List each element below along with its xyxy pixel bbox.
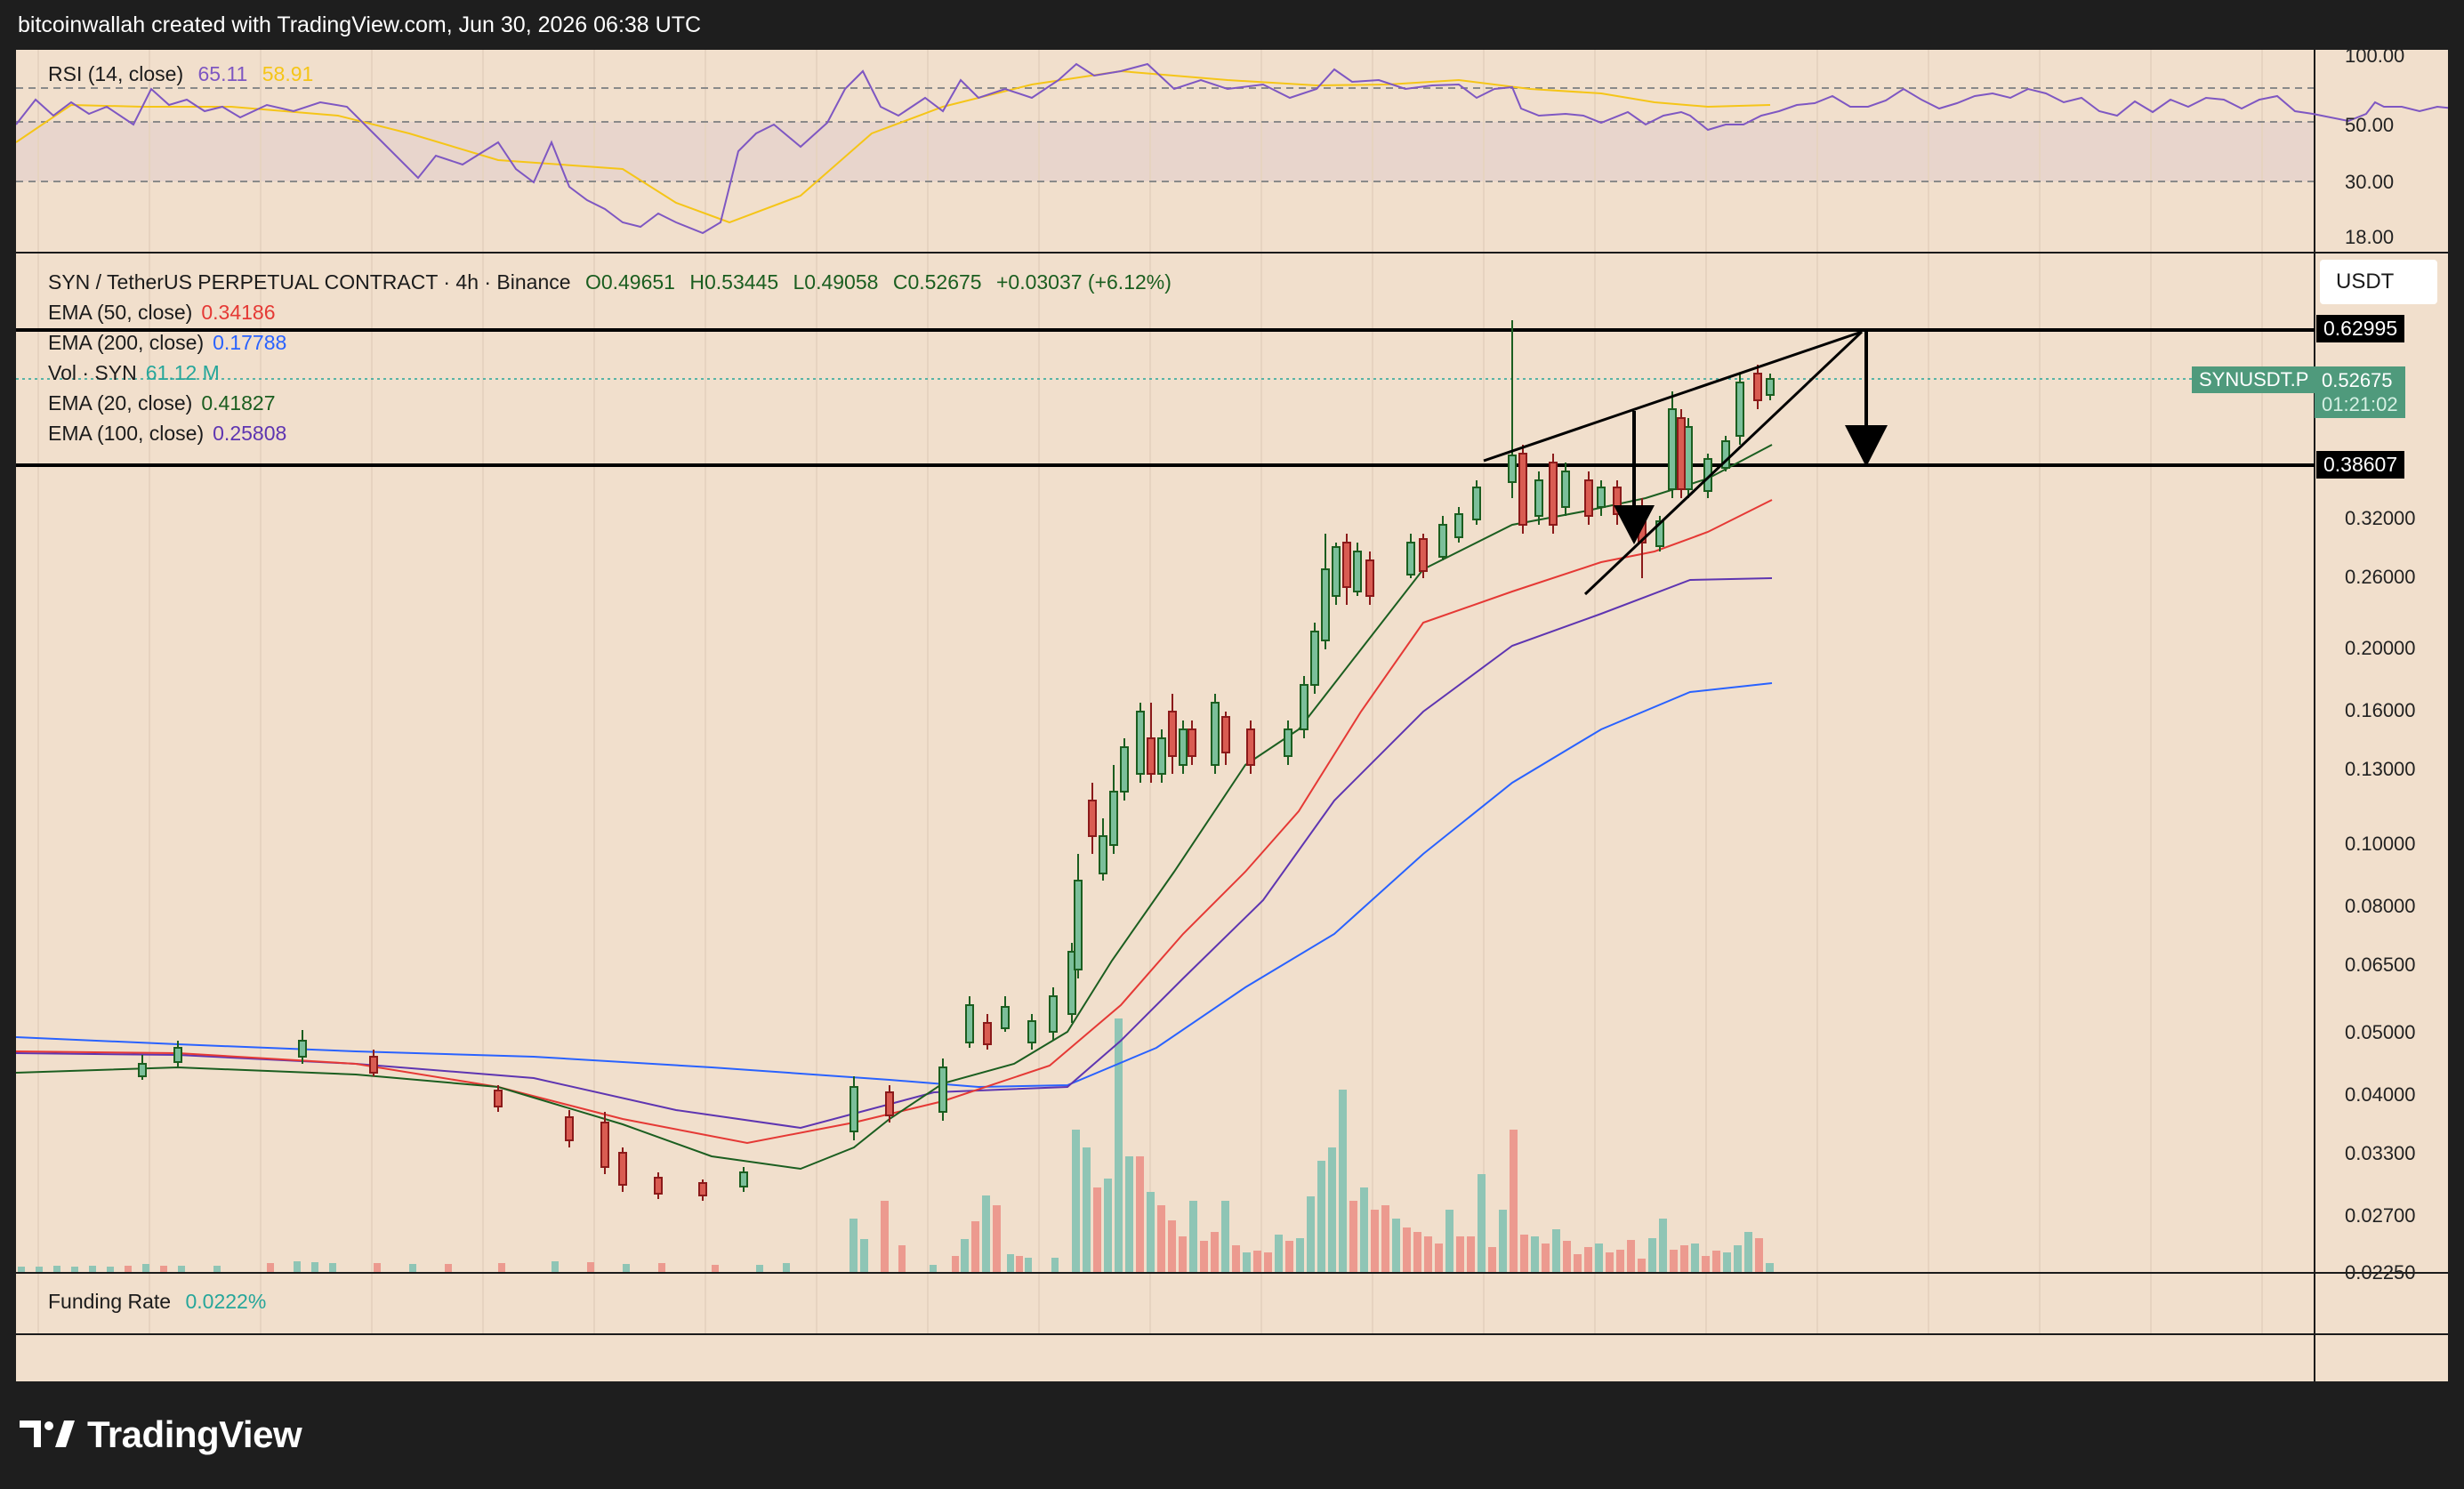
indicator-row[interactable]: EMA (20, close) 0.41827 xyxy=(48,391,284,415)
rsi-axis-label: 50.00 xyxy=(2345,114,2395,136)
indicator-row[interactable]: EMA (200, close) 0.17788 xyxy=(48,331,295,355)
tradingview-logo-icon xyxy=(20,1421,75,1447)
currency-button[interactable]: USDT xyxy=(2320,260,2437,304)
funding-value: 0.0222% xyxy=(185,1290,267,1313)
rsi-levels xyxy=(16,87,2315,182)
ohlc-change: +0.03037 (+6.12%) xyxy=(995,270,1172,294)
symbol-legend: SYN / TetherUS PERPETUAL CONTRACT · 4h ·… xyxy=(48,270,1180,294)
ema-200-line xyxy=(16,682,1773,1089)
price-axis-label: 0.20000 xyxy=(2345,637,2416,659)
pane-separators xyxy=(16,50,2448,1381)
price-axis-label: 0.05000 xyxy=(2345,1021,2416,1043)
ohlc-close: C0.52675 xyxy=(892,270,982,294)
indicator-label: Vol · SYN xyxy=(48,361,137,384)
symbol-price-tag: SYNUSDT.P xyxy=(2192,366,2316,393)
rsi-line xyxy=(16,62,2448,235)
ema-50-line xyxy=(16,499,1773,1145)
ohlc-low: L0.49058 xyxy=(793,270,879,294)
funding-label: Funding Rate xyxy=(48,1290,172,1313)
price-axis-label: 0.13000 xyxy=(2345,758,2416,780)
candles-down xyxy=(369,365,1762,1201)
top-bar: bitcoinwallah created with TradingView.c… xyxy=(0,0,2464,50)
currency-label: USDT xyxy=(2336,270,2395,294)
price-axis-label: 0.16000 xyxy=(2345,699,2416,721)
rising-wedge[interactable] xyxy=(1483,330,1864,596)
price-axis-label: 0.02700 xyxy=(2345,1204,2416,1227)
indicator-value: 0.25808 xyxy=(213,422,287,445)
rsi-band xyxy=(16,122,2315,181)
rsi-value: 65.11 xyxy=(197,62,248,85)
indicator-label: EMA (100, close) xyxy=(48,422,205,445)
rsi-ma-value: 58.91 xyxy=(262,62,314,85)
ohlc-open: O0.49651 xyxy=(584,270,675,294)
support-price-tag: 0.38607 xyxy=(2316,451,2405,479)
bottom-bar: TradingView xyxy=(0,1381,2464,1489)
projection-arrow-left[interactable] xyxy=(1614,411,1655,544)
indicator-label: EMA (20, close) xyxy=(48,391,193,415)
chart-canvas[interactable] xyxy=(16,50,2448,1381)
price-axis-label: 0.02250 xyxy=(2345,1261,2416,1284)
candle-countdown: 01:21:02 xyxy=(2322,393,2398,415)
rsi-axis-label: 100.00 xyxy=(2345,44,2405,67)
indicator-row[interactable]: EMA (50, close) 0.34186 xyxy=(48,301,284,325)
indicator-label: EMA (50, close) xyxy=(48,301,193,324)
price-axis-label: 0.06500 xyxy=(2345,954,2416,976)
price-axis-label: 0.26000 xyxy=(2345,566,2416,588)
indicator-row[interactable]: Vol · SYN 61.12 M xyxy=(48,361,229,385)
volume-bars xyxy=(18,1018,1774,1272)
rsi-legend: RSI (14, close) 65.11 58.91 xyxy=(48,62,322,86)
price-axis-label: 0.10000 xyxy=(2345,833,2416,855)
candles-up xyxy=(138,320,1775,1192)
indicator-value: 0.17788 xyxy=(213,331,287,354)
tradingview-logo[interactable]: TradingView xyxy=(20,1413,302,1456)
indicator-value: 61.12 M xyxy=(145,361,220,384)
rsi-ma-line xyxy=(16,69,1771,224)
funding-legend: Funding Rate 0.0222% xyxy=(48,1290,275,1314)
rsi-axis-label: 18.00 xyxy=(2345,226,2395,248)
indicator-value: 0.34186 xyxy=(201,301,276,324)
rsi-label: RSI (14, close) xyxy=(48,62,184,85)
ema-20-line xyxy=(16,444,1773,1171)
brand-name: TradingView xyxy=(87,1413,302,1455)
volume-bars-down xyxy=(125,1130,1763,1272)
indicator-label: EMA (200, close) xyxy=(48,331,205,354)
price-axis-label: 0.04000 xyxy=(2345,1083,2416,1106)
ema-100-line xyxy=(16,577,1773,1130)
price-axis-label: 0.32000 xyxy=(2345,507,2416,529)
symbol-title: SYN / TetherUS PERPETUAL CONTRACT · 4h ·… xyxy=(48,270,571,294)
resistance-price-tag: 0.62995 xyxy=(2316,315,2405,342)
price-axis-label: 0.03300 xyxy=(2345,1142,2416,1164)
last-price-tag: 0.52675 01:21:02 xyxy=(2315,366,2405,418)
chart-frame[interactable]: SYN / TetherUS PERPETUAL CONTRACT · 4h ·… xyxy=(16,44,2448,1416)
projection-arrow-right[interactable] xyxy=(1845,332,1888,467)
grid-vertical xyxy=(37,50,2263,1334)
chart-author-title: bitcoinwallah created with TradingView.c… xyxy=(18,12,702,37)
rsi-axis-label: 30.00 xyxy=(2345,171,2395,193)
indicator-value: 0.41827 xyxy=(201,391,276,415)
indicator-row[interactable]: EMA (100, close) 0.25808 xyxy=(48,422,295,446)
price-axis-label: 0.08000 xyxy=(2345,895,2416,917)
ohlc-high: H0.53445 xyxy=(689,270,779,294)
last-price: 0.52675 xyxy=(2322,369,2393,391)
